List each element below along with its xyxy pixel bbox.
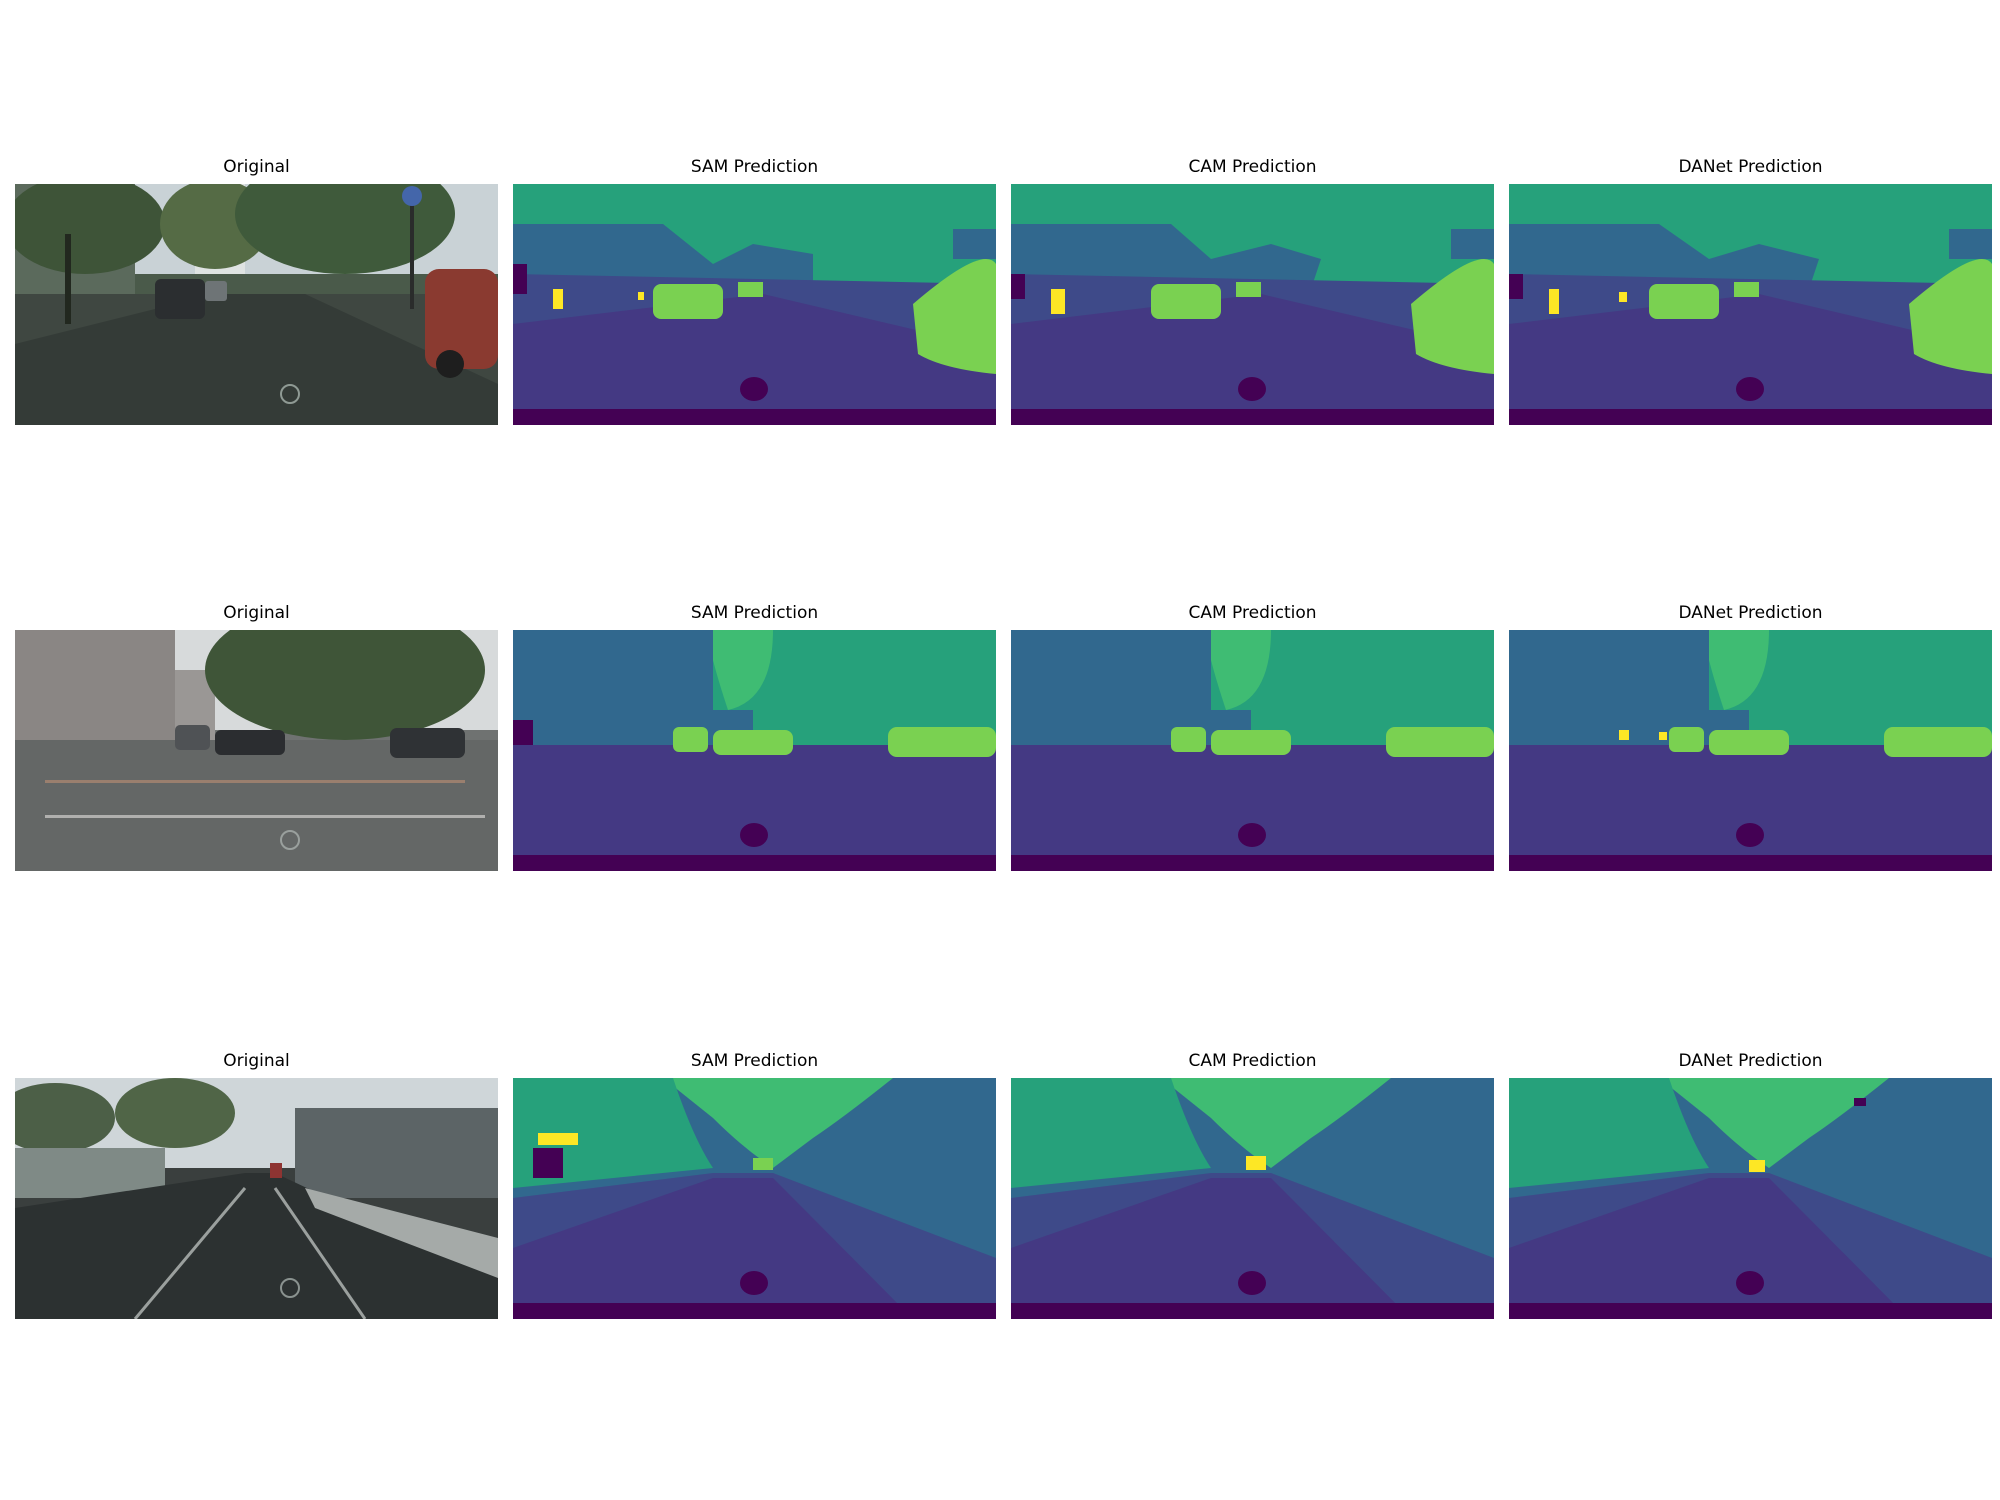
- cam-segmentation-map: [1011, 630, 1494, 871]
- panel-danet-row1: DANet Prediction: [1509, 157, 1992, 425]
- panel-danet-row2: DANet Prediction: [1509, 603, 1992, 871]
- panel-title: Original: [223, 157, 290, 177]
- panel-title: DANet Prediction: [1678, 603, 1823, 623]
- panel-cam-row1: CAM Prediction: [1011, 157, 1494, 425]
- sam-segmentation-map: [513, 1078, 996, 1319]
- panel-sam-row3: SAM Prediction: [513, 1051, 996, 1319]
- panel-title: Original: [223, 1051, 290, 1071]
- panel-title: DANet Prediction: [1678, 157, 1823, 177]
- panel-sam-row2: SAM Prediction: [513, 603, 996, 871]
- cam-segmentation-map: [1011, 1078, 1494, 1319]
- panel-title: SAM Prediction: [690, 157, 819, 177]
- sam-segmentation-map: [513, 184, 996, 425]
- panel-title: DANet Prediction: [1678, 1051, 1823, 1071]
- panel-sam-row1: SAM Prediction: [513, 157, 996, 425]
- cam-segmentation-map: [1011, 184, 1494, 425]
- panel-danet-row3: DANet Prediction: [1509, 1051, 1992, 1319]
- panel-title: SAM Prediction: [690, 603, 819, 623]
- original-photo: [15, 630, 498, 871]
- original-photo: [15, 1078, 498, 1319]
- danet-segmentation-map: [1509, 1078, 1992, 1319]
- panel-title: CAM Prediction: [1188, 603, 1317, 623]
- panel-cam-row2: CAM Prediction: [1011, 603, 1494, 871]
- original-photo: [15, 184, 498, 425]
- panel-original-row1: Original: [15, 157, 498, 425]
- panel-original-row2: Original: [15, 603, 498, 871]
- panel-cam-row3: CAM Prediction: [1011, 1051, 1494, 1319]
- panel-original-row3: Original: [15, 1051, 498, 1319]
- danet-segmentation-map: [1509, 184, 1992, 425]
- panel-title: CAM Prediction: [1188, 1051, 1317, 1071]
- panel-title: Original: [223, 603, 290, 623]
- danet-segmentation-map: [1509, 630, 1992, 871]
- panel-title: SAM Prediction: [690, 1051, 819, 1071]
- sam-segmentation-map: [513, 630, 996, 871]
- panel-title: CAM Prediction: [1188, 157, 1317, 177]
